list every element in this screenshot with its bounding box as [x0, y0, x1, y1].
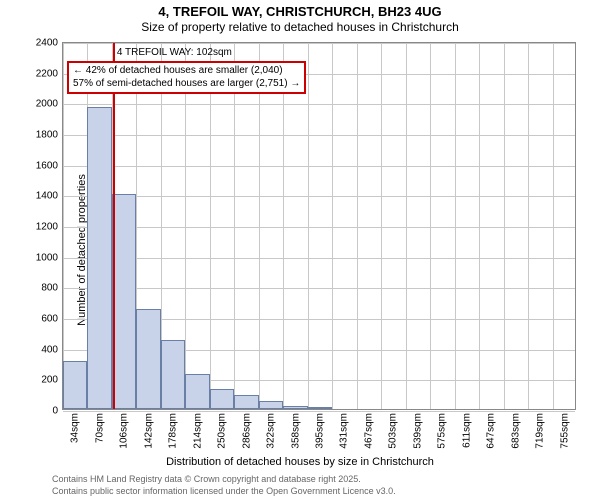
grid-line-h	[63, 135, 575, 136]
grid-line-v	[430, 43, 431, 409]
x-tick-label: 719sqm	[535, 413, 546, 449]
property-marker-label: 4 TREFOIL WAY: 102sqm	[117, 47, 232, 58]
x-tick-label: 34sqm	[70, 413, 81, 443]
grid-line-h	[63, 104, 575, 105]
x-tick-label: 214sqm	[192, 413, 203, 449]
grid-line-v	[234, 43, 235, 409]
x-tick-label: 683sqm	[510, 413, 521, 449]
histogram-bar	[87, 107, 111, 409]
grid-line-h	[63, 411, 575, 412]
y-tick-label: 200	[41, 375, 58, 386]
grid-line-h	[63, 258, 575, 259]
x-axis-label: Distribution of detached houses by size …	[0, 456, 600, 468]
property-marker-line	[113, 43, 115, 409]
y-tick-label: 1800	[36, 130, 58, 141]
y-tick-label: 1400	[36, 191, 58, 202]
histogram-bar	[234, 395, 258, 409]
x-tick-label: 575sqm	[437, 413, 448, 449]
grid-line-v	[381, 43, 382, 409]
histogram-bar	[283, 406, 307, 409]
x-tick-label: 70sqm	[94, 413, 105, 443]
grid-line-v	[553, 43, 554, 409]
histogram-bar	[112, 194, 136, 409]
x-tick-label: 647sqm	[486, 413, 497, 449]
grid-line-v	[406, 43, 407, 409]
grid-line-v	[528, 43, 529, 409]
y-tick-label: 800	[41, 283, 58, 294]
x-tick-label: 286sqm	[241, 413, 252, 449]
x-tick-label: 322sqm	[266, 413, 277, 449]
histogram-bar	[161, 340, 185, 409]
grid-line-v	[259, 43, 260, 409]
x-tick-label: 358sqm	[290, 413, 301, 449]
plot-area: 0200400600800100012001400160018002000220…	[62, 42, 576, 410]
grid-line-h	[63, 227, 575, 228]
y-tick-label: 0	[52, 406, 58, 417]
y-tick-label: 1600	[36, 160, 58, 171]
histogram-bar	[259, 401, 283, 409]
grid-line-v	[455, 43, 456, 409]
x-tick-label: 539sqm	[412, 413, 423, 449]
x-tick-label: 106sqm	[119, 413, 130, 449]
x-tick-label: 142sqm	[143, 413, 154, 449]
x-tick-label: 250sqm	[217, 413, 228, 449]
annotation-box: ← 42% of detached houses are smaller (2,…	[67, 61, 306, 94]
histogram-bar	[136, 309, 160, 409]
x-tick-label: 467sqm	[363, 413, 374, 449]
grid-line-h	[63, 196, 575, 197]
grid-line-v	[504, 43, 505, 409]
grid-line-v	[308, 43, 309, 409]
grid-line-v	[479, 43, 480, 409]
grid-line-v	[332, 43, 333, 409]
x-tick-label: 178sqm	[168, 413, 179, 449]
y-tick-label: 400	[41, 344, 58, 355]
y-tick-label: 1200	[36, 222, 58, 233]
grid-line-h	[63, 43, 575, 44]
x-tick-label: 755sqm	[559, 413, 570, 449]
y-tick-label: 2400	[36, 38, 58, 49]
property-size-histogram: 4, TREFOIL WAY, CHRISTCHURCH, BH23 4UG S…	[0, 0, 600, 500]
grid-line-v	[210, 43, 211, 409]
y-tick-label: 2200	[36, 68, 58, 79]
x-tick-label: 503sqm	[388, 413, 399, 449]
histogram-bar	[185, 374, 209, 409]
y-tick-label: 600	[41, 314, 58, 325]
chart-title: 4, TREFOIL WAY, CHRISTCHURCH, BH23 4UG	[0, 4, 600, 19]
x-tick-label: 611sqm	[461, 413, 472, 448]
grid-line-h	[63, 166, 575, 167]
chart-subtitle: Size of property relative to detached ho…	[0, 20, 600, 34]
histogram-bar	[63, 361, 87, 409]
grid-line-v	[63, 43, 64, 409]
y-tick-label: 2000	[36, 99, 58, 110]
histogram-bar	[210, 389, 234, 409]
x-tick-label: 395sqm	[315, 413, 326, 449]
grid-line-h	[63, 288, 575, 289]
grid-line-v	[185, 43, 186, 409]
y-tick-label: 1000	[36, 252, 58, 263]
x-tick-label: 431sqm	[339, 413, 350, 449]
grid-line-v	[283, 43, 284, 409]
grid-line-v	[357, 43, 358, 409]
attribution-text: Contains HM Land Registry data © Crown c…	[52, 474, 592, 497]
histogram-bar	[308, 407, 332, 409]
